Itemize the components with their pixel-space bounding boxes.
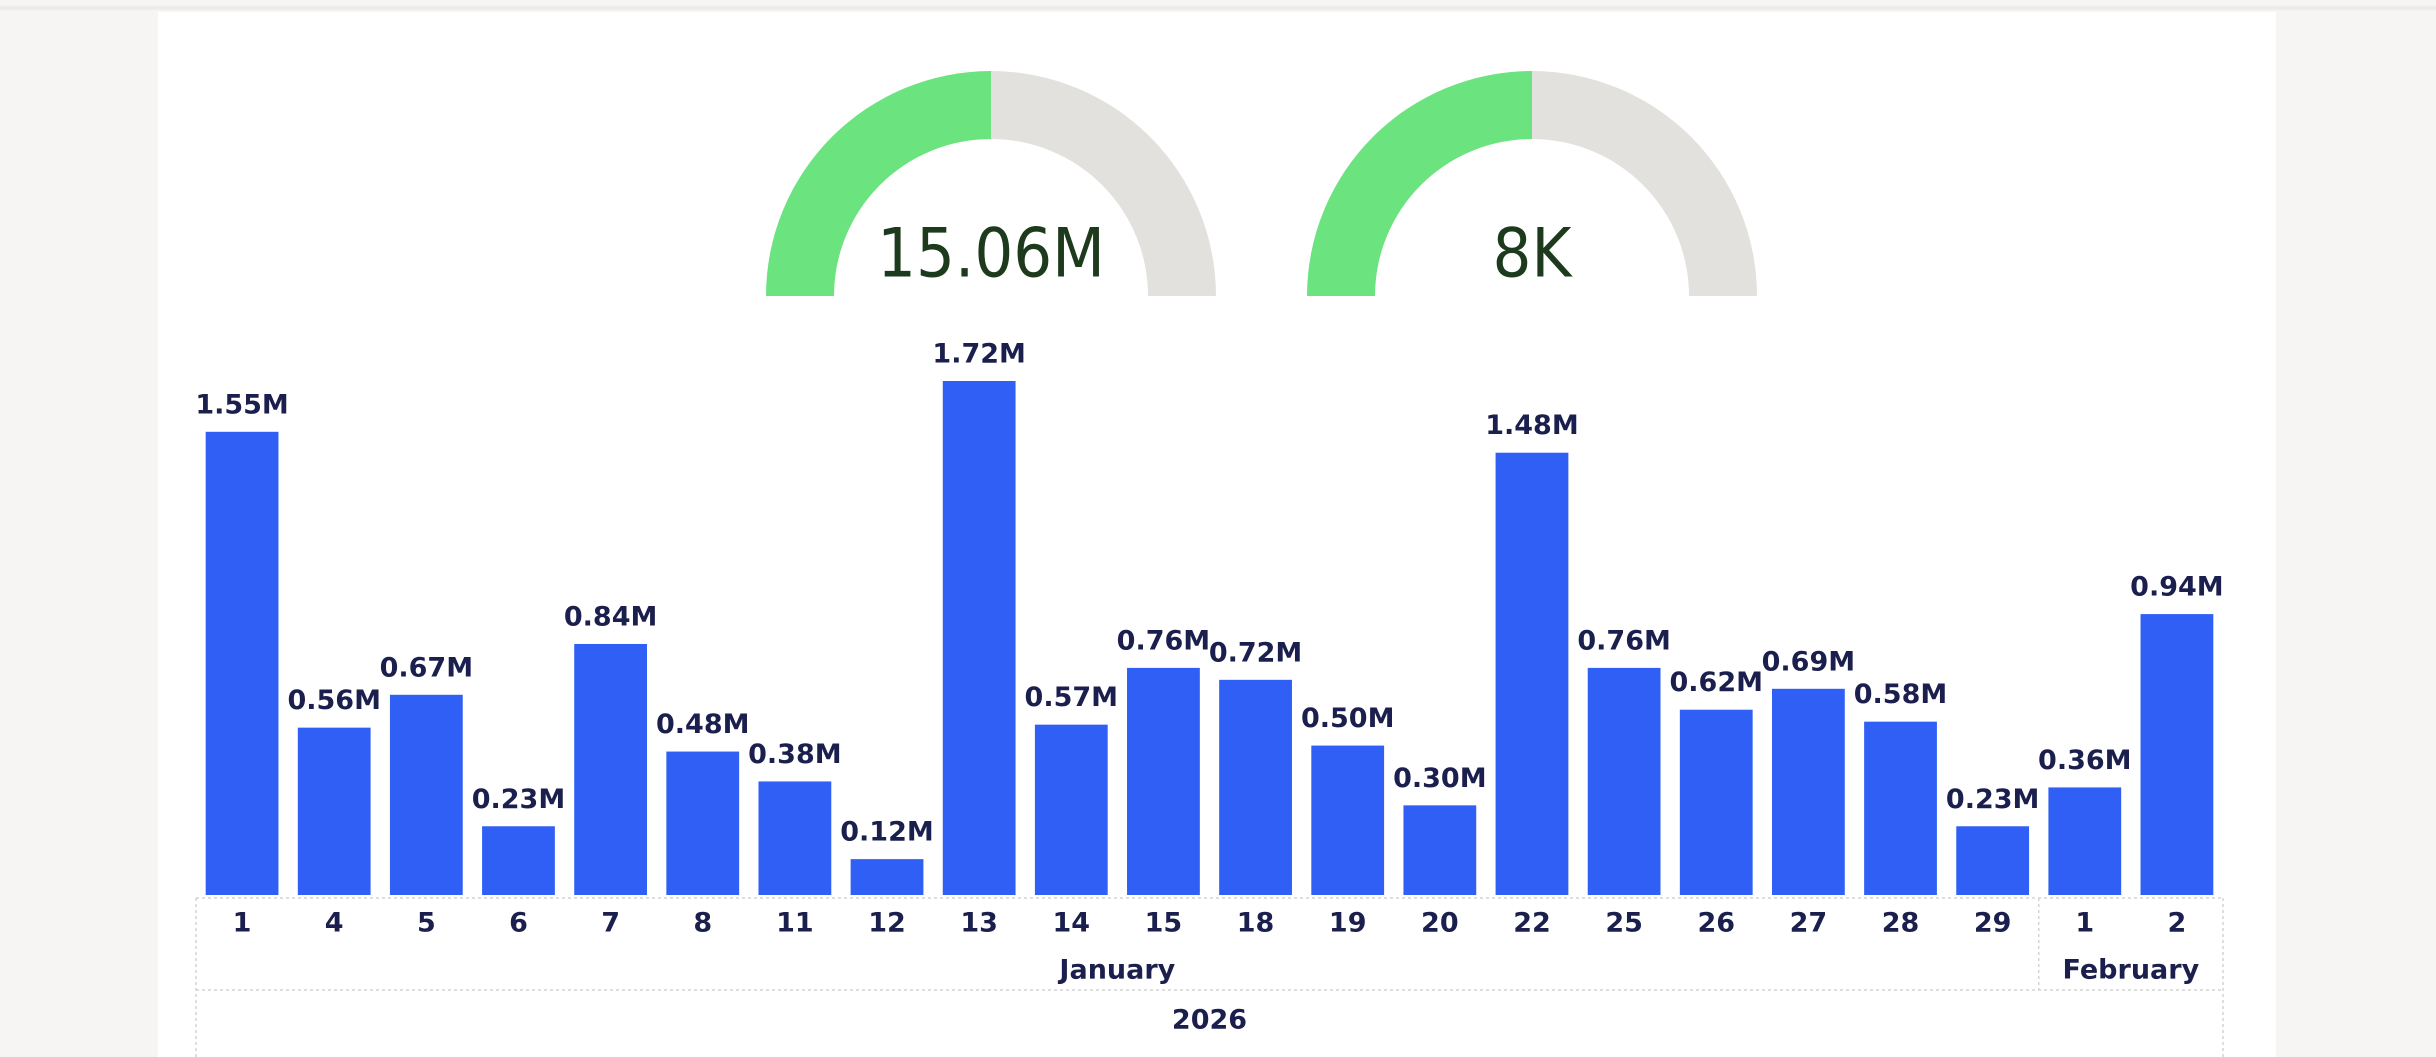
gauge-track: [991, 71, 1216, 296]
x-tick-label: 5: [417, 908, 436, 939]
bar: [2140, 614, 2214, 895]
x-tick-label: 27: [1790, 908, 1828, 939]
x-tick-label: 7: [601, 908, 620, 939]
bar: [1403, 805, 1477, 895]
bar: [205, 431, 279, 895]
x-tick-label: 2: [2168, 908, 2187, 939]
x-tick-label: 11: [776, 908, 814, 939]
x-tick-label: 1: [233, 908, 252, 939]
x-tick-label: 1: [2075, 908, 2094, 939]
x-tick-label: 15: [1145, 908, 1183, 939]
value-label: 0.50M: [1301, 703, 1395, 734]
bar: [1587, 667, 1661, 895]
value-label: 0.12M: [840, 817, 934, 848]
gauge-fill: [1307, 71, 1532, 296]
value-label: 0.56M: [287, 685, 381, 716]
x-tick-label: 20: [1421, 908, 1459, 939]
x-tick-label: 12: [868, 908, 906, 939]
bar: [850, 859, 924, 895]
value-label: 0.72M: [1209, 637, 1303, 668]
value-label: 0.48M: [656, 709, 750, 740]
x-tick-label: 18: [1237, 908, 1275, 939]
year-label: 2026: [1172, 1005, 1247, 1036]
x-tick-label: 19: [1329, 908, 1367, 939]
gauge-value: 8K: [1492, 215, 1573, 294]
bar: [1771, 688, 1845, 895]
value-label: 1.48M: [1485, 410, 1579, 441]
gauge-track: [1532, 71, 1757, 296]
bar: [1864, 721, 1937, 895]
x-tick-label: 6: [509, 908, 528, 939]
panel: [158, 12, 2276, 1057]
bar: [942, 381, 1016, 895]
value-label: 0.62M: [1670, 667, 1764, 698]
x-tick-label: 14: [1053, 908, 1091, 939]
bar: [574, 643, 648, 895]
value-label: 1.72M: [932, 339, 1026, 370]
bar: [1956, 826, 2030, 895]
x-tick-label: 4: [325, 908, 344, 939]
bar: [1034, 724, 1108, 895]
bar: [389, 694, 463, 895]
bar: [1495, 452, 1569, 895]
bar: [1127, 667, 1200, 895]
x-tick-label: 22: [1513, 908, 1551, 939]
month-label: January: [1057, 955, 1175, 986]
bar: [1219, 679, 1292, 895]
value-label: 0.58M: [1854, 679, 1948, 710]
bar: [297, 727, 371, 895]
value-label: 0.67M: [380, 652, 474, 683]
bar: [2048, 787, 2122, 895]
value-label: 1.55M: [195, 389, 289, 420]
value-label: 0.23M: [1946, 784, 2040, 815]
gauge-fill: [766, 71, 991, 296]
bar: [666, 751, 740, 895]
value-label: 0.69M: [1762, 646, 1856, 677]
x-tick-label: 26: [1697, 908, 1735, 939]
month-label: February: [2063, 955, 2200, 986]
value-label: 0.38M: [748, 739, 842, 770]
x-tick-label: 29: [1974, 908, 2012, 939]
value-label: 0.57M: [1025, 682, 1119, 713]
value-label: 0.30M: [1393, 763, 1487, 794]
value-label: 0.76M: [1117, 625, 1211, 656]
value-label: 0.84M: [564, 601, 658, 632]
value-label: 0.76M: [1577, 625, 1671, 656]
bar: [758, 781, 832, 895]
x-tick-label: 8: [693, 908, 712, 939]
gauge-value: 15.06M: [877, 215, 1105, 294]
value-label: 0.36M: [2038, 745, 2132, 776]
bar: [482, 826, 555, 895]
x-tick-label: 28: [1882, 908, 1920, 939]
x-tick-label: 13: [960, 908, 998, 939]
value-label: 0.94M: [2130, 572, 2224, 603]
x-tick-label: 25: [1605, 908, 1643, 939]
bar: [1679, 709, 1753, 895]
value-label: 0.23M: [472, 784, 566, 815]
bar: [1311, 745, 1385, 895]
